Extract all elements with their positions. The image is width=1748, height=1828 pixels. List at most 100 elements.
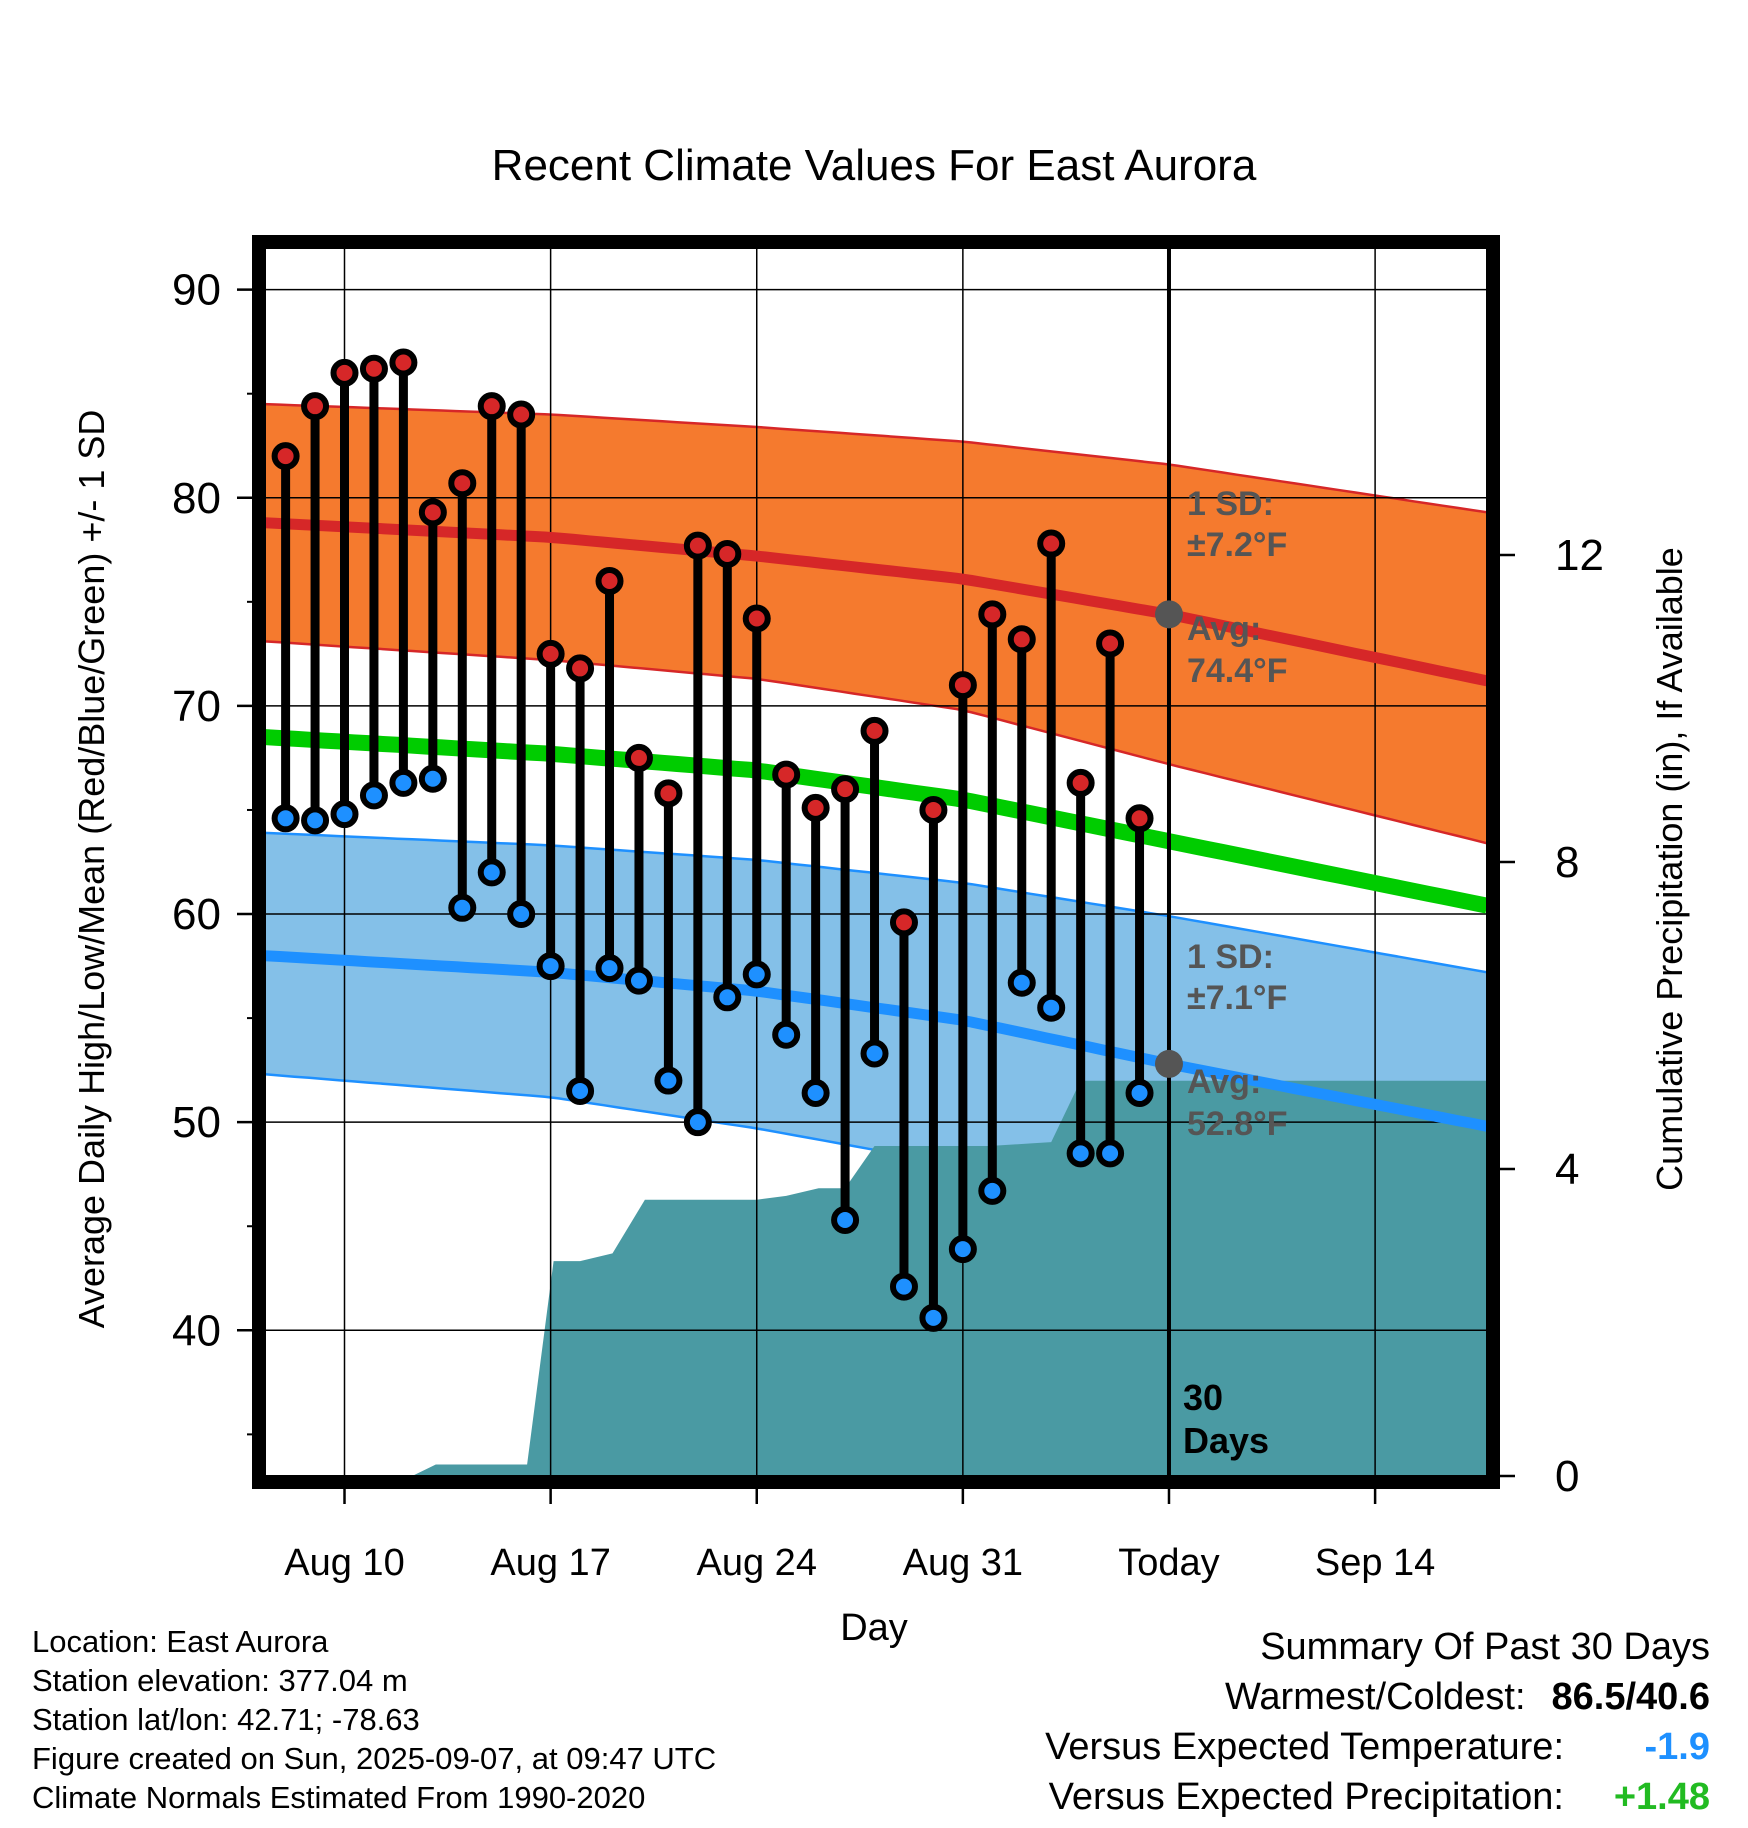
summary-panel: Summary Of Past 30 Days Warmest/Coldest:…	[1045, 1622, 1710, 1822]
daily-low-point	[418, 764, 447, 793]
daily-low-point	[1125, 1079, 1154, 1108]
daily-low-point	[1066, 1139, 1095, 1168]
daily-high-point	[301, 392, 330, 421]
high-avg-annotation: 74.4°F	[1187, 652, 1288, 690]
daily-low-point	[624, 966, 653, 995]
daily-low-point	[389, 768, 418, 797]
daily-low-point	[271, 804, 300, 833]
info-latlon: Station lat/lon: 42.71; -78.63	[32, 1702, 420, 1737]
low-avg-annotation: 52.8°F	[1187, 1105, 1288, 1143]
daily-low-point	[1037, 993, 1066, 1022]
y-tick-label: 70	[172, 682, 221, 731]
daily-high-point	[860, 716, 889, 745]
info-elevation: Station elevation: 377.04 m	[32, 1663, 408, 1698]
chart-title: Recent Climate Values For East Aurora	[492, 141, 1257, 190]
daily-low-point	[801, 1079, 830, 1108]
summary-precip-label: Versus Expected Precipitation:	[1048, 1776, 1564, 1818]
low-sd-annotation: 1 SD:	[1187, 938, 1274, 976]
daily-high-point	[1037, 529, 1066, 558]
x-tick-label: Sep 14	[1315, 1542, 1435, 1584]
y2-tick-label: 8	[1555, 838, 1579, 887]
y-tick-label: 60	[172, 890, 221, 939]
info-created: Figure created on Sun, 2025-09-07, at 09…	[32, 1741, 717, 1776]
daily-high-point	[536, 639, 565, 668]
daily-low-point	[654, 1066, 683, 1095]
high-avg-annotation: Avg:	[1187, 610, 1261, 648]
daily-high-point	[448, 469, 477, 498]
high-sd-band	[265, 404, 1487, 844]
y2-tick-label: 4	[1555, 1145, 1579, 1194]
daily-high-point	[477, 392, 506, 421]
info-normals: Climate Normals Estimated From 1990-2020	[32, 1780, 646, 1815]
daily-high-point	[948, 671, 977, 700]
today-low-marker	[1154, 1049, 1183, 1078]
daily-low-point	[507, 900, 536, 929]
x-tick-label: Aug 24	[697, 1542, 817, 1584]
daily-high-point	[1066, 768, 1095, 797]
x-axis-label: Day	[840, 1607, 908, 1649]
daily-high-point	[713, 539, 742, 568]
daily-low-point	[566, 1076, 595, 1105]
summary-precip: Versus Expected Precipitation: +1.48	[1045, 1772, 1710, 1822]
daily-high-point	[389, 348, 418, 377]
daily-high-point	[889, 908, 918, 937]
y2-tick-label: 0	[1555, 1452, 1579, 1501]
daily-high-point	[271, 442, 300, 471]
daily-high-point	[742, 604, 771, 633]
daily-low-point	[772, 1020, 801, 1049]
y-tick-label: 90	[172, 266, 221, 315]
daily-low-point	[1007, 968, 1036, 997]
daily-low-point	[978, 1176, 1007, 1205]
high-sd-annotation: ±7.2°F	[1187, 526, 1287, 564]
daily-high-point	[1096, 629, 1125, 658]
daily-low-point	[860, 1039, 889, 1068]
daily-high-point	[359, 354, 388, 383]
summary-temp-label: Versus Expected Temperature:	[1045, 1726, 1564, 1768]
daily-low-point	[742, 960, 771, 989]
daily-low-point	[831, 1205, 860, 1234]
daily-low-point	[1096, 1139, 1125, 1168]
daily-low-point	[595, 954, 624, 983]
daily-high-point	[919, 795, 948, 824]
y-tick-label: 80	[172, 474, 221, 523]
y2-axis-label: Cumulative Precipitation (in), If Availa…	[1649, 547, 1690, 1191]
y-tick-label: 40	[172, 1306, 221, 1355]
station-info: Location: East Aurora Station elevation:…	[32, 1622, 716, 1817]
x-tick-label: Aug 17	[490, 1542, 610, 1584]
daily-low-point	[477, 858, 506, 887]
summary-temp: Versus Expected Temperature: -1.9	[1045, 1722, 1710, 1772]
days-annotation: 30	[1183, 1377, 1223, 1418]
daily-high-point	[683, 531, 712, 560]
summary-precip-value: +1.48	[1613, 1776, 1710, 1818]
summary-temp-value: -1.9	[1644, 1726, 1710, 1768]
y-tick-label: 50	[172, 1098, 221, 1147]
daily-high-point	[1007, 625, 1036, 654]
daily-high-point	[330, 358, 359, 387]
plot-clipped	[265, 248, 1487, 1476]
summary-warm-cold-label: Warmest/Coldest:	[1224, 1676, 1526, 1718]
daily-low-point	[330, 800, 359, 829]
x-tick-label: Today	[1118, 1542, 1219, 1584]
y2-tick-label: 12	[1555, 531, 1604, 580]
summary-title: Summary Of Past 30 Days	[1260, 1626, 1710, 1668]
daily-low-point	[919, 1303, 948, 1332]
y-axis-label: Average Daily High/Low/Mean (Red/Blue/Gr…	[71, 410, 112, 1329]
daily-high-point	[507, 400, 536, 429]
daily-high-point	[801, 793, 830, 822]
daily-high-point	[418, 498, 447, 527]
daily-high-point	[1125, 804, 1154, 833]
precip-area	[412, 1080, 1487, 1476]
daily-low-point	[889, 1272, 918, 1301]
low-sd-annotation: ±7.1°F	[1187, 979, 1287, 1017]
info-location: Location: East Aurora	[32, 1624, 329, 1659]
daily-high-point	[624, 743, 653, 772]
low-avg-annotation: Avg:	[1187, 1063, 1261, 1101]
x-tick-label: Aug 10	[284, 1542, 404, 1584]
summary-warm-cold-value: 86.5/40.6	[1551, 1676, 1710, 1718]
daily-high-point	[566, 654, 595, 683]
high-normal-line	[265, 517, 1487, 687]
x-tick-label: Aug 31	[903, 1542, 1023, 1584]
daily-high-point	[831, 775, 860, 804]
